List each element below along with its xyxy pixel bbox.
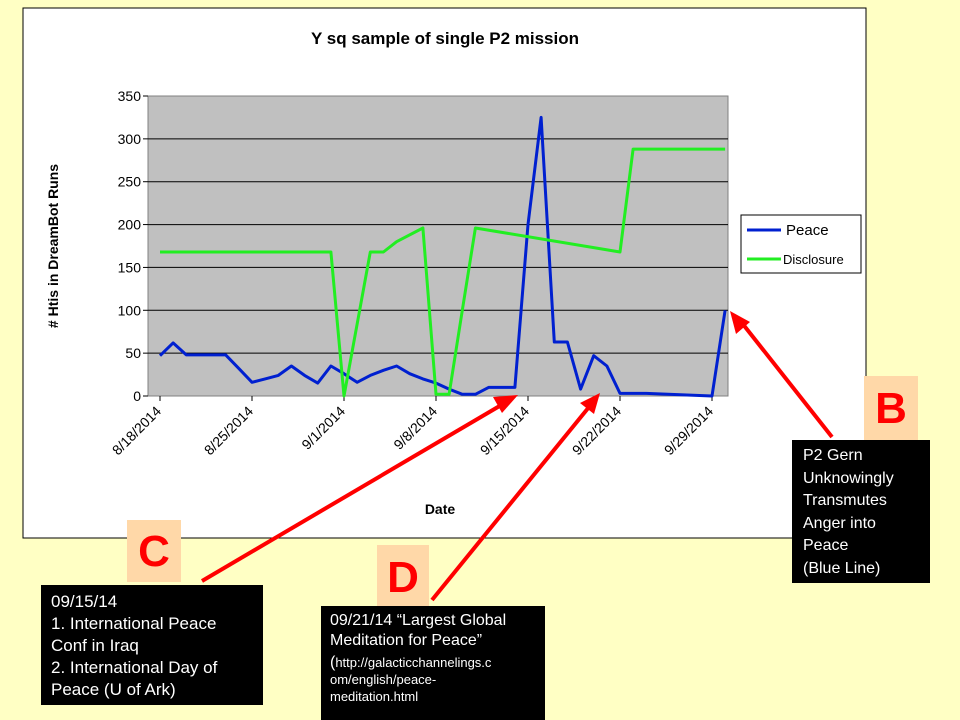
- annotation-b-line: P2 Gern: [803, 447, 863, 464]
- annotation-d-line: 09/21/14 “Largest Global: [330, 612, 507, 629]
- annotation-c-line: Peace (U of Ark): [51, 680, 176, 699]
- annotation-b-line: (Blue Line): [803, 559, 881, 577]
- y-tick-label: 150: [118, 259, 142, 275]
- series-line-peace: [158, 115, 727, 398]
- annotation-d-url: (http://galacticchannelings.c om/english…: [330, 654, 545, 705]
- y-axis-label: # Htis in DreamBot Runs: [45, 164, 61, 328]
- y-tick-label: 350: [118, 88, 142, 104]
- annotation-b-line: Transmutes: [803, 492, 887, 509]
- arrow-b: [740, 321, 834, 439]
- annotation-c-line: 2. International Day of: [51, 658, 218, 677]
- y-tick-label: 250: [118, 174, 142, 190]
- legend-label-peace: Peace: [786, 222, 829, 239]
- series-lines: [158, 115, 727, 398]
- annotation-b-line: Unknowingly: [803, 469, 894, 487]
- arrow-c: [200, 402, 505, 583]
- x-axis-label: Date: [425, 501, 456, 517]
- annotation-d-url-text: http://galacticchannelings.c: [335, 655, 492, 670]
- y-tick-label: 100: [118, 302, 142, 318]
- arrow-c-head: [493, 395, 518, 413]
- annotation-c-letter: C: [127, 520, 181, 582]
- annotation-d-url-line: meditation.html: [330, 689, 419, 704]
- arrow-d-head: [580, 393, 600, 414]
- annotation-b-note: P2 Gern Unknowingly Transmutes Anger int…: [792, 440, 930, 583]
- y-tick-label: 50: [125, 345, 141, 361]
- legend: Peace Disclosure: [740, 214, 862, 274]
- annotation-d-letter: D: [377, 545, 429, 609]
- grid-lines: [148, 138, 728, 354]
- arrow-d: [430, 405, 591, 602]
- y-tick-label: 200: [118, 217, 142, 233]
- annotation-c-line: Conf in Iraq: [51, 636, 139, 655]
- legend-label-disclosure: Disclosure: [783, 252, 844, 267]
- y-tick-label: 300: [118, 131, 142, 147]
- annotation-c-line: 1. International Peace: [51, 614, 217, 633]
- annotation-b-line: Peace: [803, 537, 849, 554]
- annotation-b-line: Anger into: [803, 514, 876, 532]
- chart-title: Y sq sample of single P2 mission: [311, 29, 579, 48]
- plot-area: [147, 95, 729, 397]
- annotation-d-line: Meditation for Peace”: [330, 632, 483, 649]
- annotation-arrows: [200, 311, 834, 602]
- annotation-c-note: 09/15/14 1. International Peace Conf in …: [41, 585, 263, 705]
- annotation-d-note: 09/21/14 “Largest Global Meditation for …: [321, 606, 545, 720]
- y-tick-label: 0: [133, 388, 141, 404]
- series-line-disclosure: [160, 147, 726, 398]
- y-axis-ticks: 0 50 100 150 200 250 300 350: [118, 88, 148, 404]
- annotation-c-line: 09/15/14: [51, 592, 118, 611]
- annotation-b-letter: B: [864, 376, 918, 440]
- arrow-b-head: [730, 311, 750, 334]
- legend-box: [740, 214, 862, 274]
- annotation-d-url-line: (http://galacticchannelings.c: [330, 654, 492, 671]
- annotation-d-url-line: om/english/peace-: [330, 672, 437, 687]
